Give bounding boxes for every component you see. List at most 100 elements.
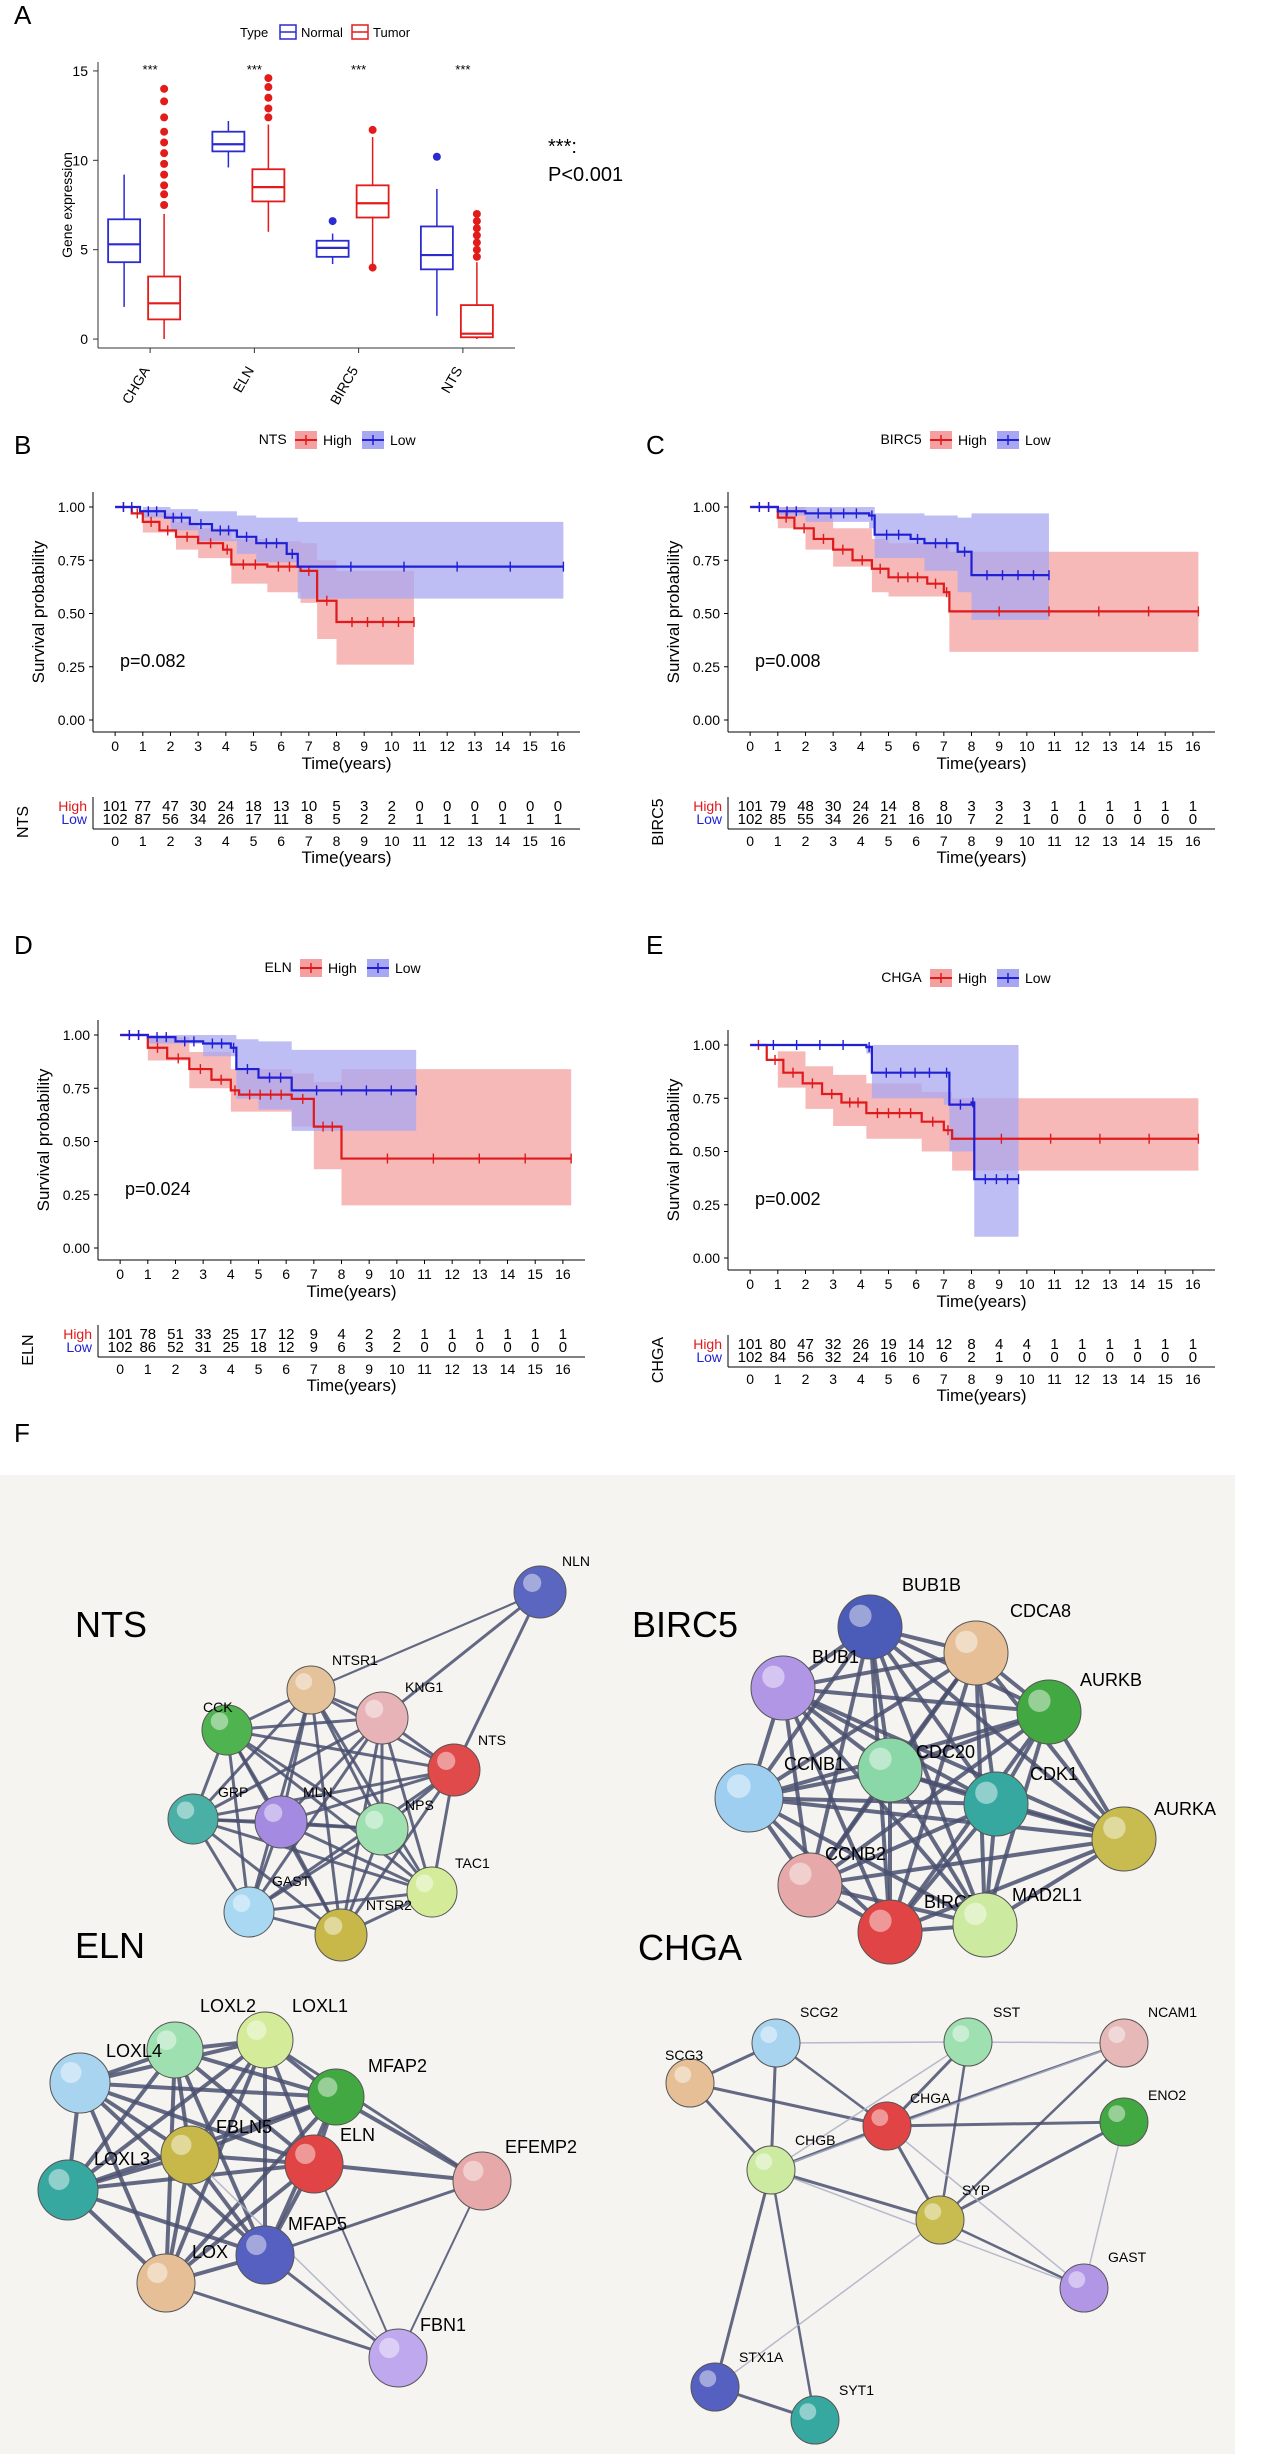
node-highlight [246,2020,267,2040]
risk-x-tick-label: 5 [885,833,893,849]
node-cdca8 [943,1620,1009,1686]
node-highlight [60,2062,82,2083]
node-label: LOXL4 [106,2041,162,2061]
x-tick-label: 7 [940,738,948,754]
x-tick-label: ELN [229,364,256,396]
node-cck [201,1704,253,1756]
risk-count-low: 1 [1023,811,1031,828]
risk-x-tick-label: 11 [1047,833,1062,849]
risk-count-high: 1 [1050,1336,1058,1353]
network-edge [192,1817,342,1937]
legend-label-high: High [958,432,987,448]
risk-x-tick-label: 14 [500,1361,516,1377]
node-mfap2 [307,2068,365,2126]
risk-count-high: 2 [388,798,396,815]
network-edge [192,1768,455,1821]
risk-x-tick-label: 10 [1019,1371,1035,1387]
node-lox [136,2253,196,2313]
x-axis-label: Time(years) [936,1292,1026,1311]
risk-table-low-label: Low [61,811,88,827]
panel-label-b: B [14,430,32,460]
y-tick-label: 10 [72,152,88,168]
legend-label-low: Low [390,432,417,448]
x-tick-label: 12 [1074,1276,1090,1292]
risk-count-low: 52 [167,1339,184,1356]
risk-count-low: 0 [531,1339,539,1356]
node-label: CHGB [795,2132,835,2148]
node-label: CCNB1 [784,1754,845,1774]
risk-x-tick-label: 5 [255,1361,263,1377]
risk-count-low: 0 [1050,1349,1058,1366]
node-label: SYP [962,2182,990,2198]
node-label: CCK [203,1699,233,1715]
risk-count-low: 0 [1189,811,1197,828]
x-tick-label: 6 [282,1266,290,1282]
network-edge [67,2188,266,2257]
node-label: MFAP5 [288,2214,347,2234]
x-tick-label: 5 [255,1266,263,1282]
risk-count-high: 1 [1078,798,1086,815]
x-tick-label: 3 [194,738,202,754]
risk-count-low: 8 [305,811,313,828]
legend-label-low: Low [1025,970,1052,986]
node-highlight [156,2030,177,2050]
outlier-point [472,231,481,240]
node-cdk1 [963,1771,1029,1837]
node-highlight [871,2109,889,2127]
risk-x-tick-label: 13 [1102,833,1118,849]
x-tick-label: 9 [365,1266,373,1282]
network-edge [770,2168,941,2222]
risk-x-tick-label: 16 [1185,1371,1201,1387]
node-label: AURKA [1154,1799,1216,1819]
network-edge [939,2042,1125,2221]
node-scg2 [751,2018,801,2068]
box-body [107,218,142,264]
network-edge [770,2042,1125,2171]
risk-count-low: 17 [245,811,262,828]
risk-count-low: 0 [476,1339,484,1356]
risk-x-tick-label: 5 [250,833,258,849]
network-title: BIRC5 [632,1604,738,1645]
p-value: p=0.082 [120,651,186,671]
node-label: LOXL3 [94,2149,150,2169]
node-highlight [674,2066,692,2084]
risk-x-tick-label: 2 [802,833,810,849]
x-tick-label: 16 [1185,1276,1201,1292]
node-label: GAST [1108,2249,1147,2265]
risk-x-axis-label: Time(years) [301,848,391,867]
x-tick-label: 4 [227,1266,235,1282]
risk-x-tick-label: 14 [1130,1371,1146,1387]
legend-label-normal: Normal [301,25,343,40]
panel-label-c: C [646,430,665,460]
risk-count-high: 1 [1189,798,1197,815]
x-tick-label: 6 [912,738,920,754]
node-loxl1 [236,2011,294,2069]
outlier-point [264,93,273,102]
y-tick-label: 0.00 [58,712,85,728]
risk-count-low: 24 [852,1349,869,1366]
risk-x-tick-label: 9 [365,1361,373,1377]
network-panel-background [0,1475,1235,2454]
network-edge [339,1769,456,1936]
risk-count-high: 12 [278,1326,295,1343]
x-tick-label: 14 [1130,738,1146,754]
node-nps [355,1802,409,1856]
x-tick-label: CHGA [119,363,153,407]
risk-count-high: 32 [825,1336,842,1353]
network-edge [809,1837,1125,1887]
risk-x-tick-label: 9 [360,833,368,849]
node-highlight [210,1712,229,1730]
risk-x-tick-label: 4 [857,1371,865,1387]
risk-count-high: 1 [1133,798,1141,815]
risk-count-high: 47 [162,798,179,815]
risk-count-low: 5 [332,811,340,828]
risk-count-high: 13 [273,798,290,815]
box-body [459,304,494,339]
outlier-point [160,127,169,136]
x-tick-label: 16 [550,738,566,754]
legend-gene: ELN [264,959,291,975]
risk-count-low: 0 [1133,1349,1141,1366]
x-tick-label: 14 [495,738,511,754]
